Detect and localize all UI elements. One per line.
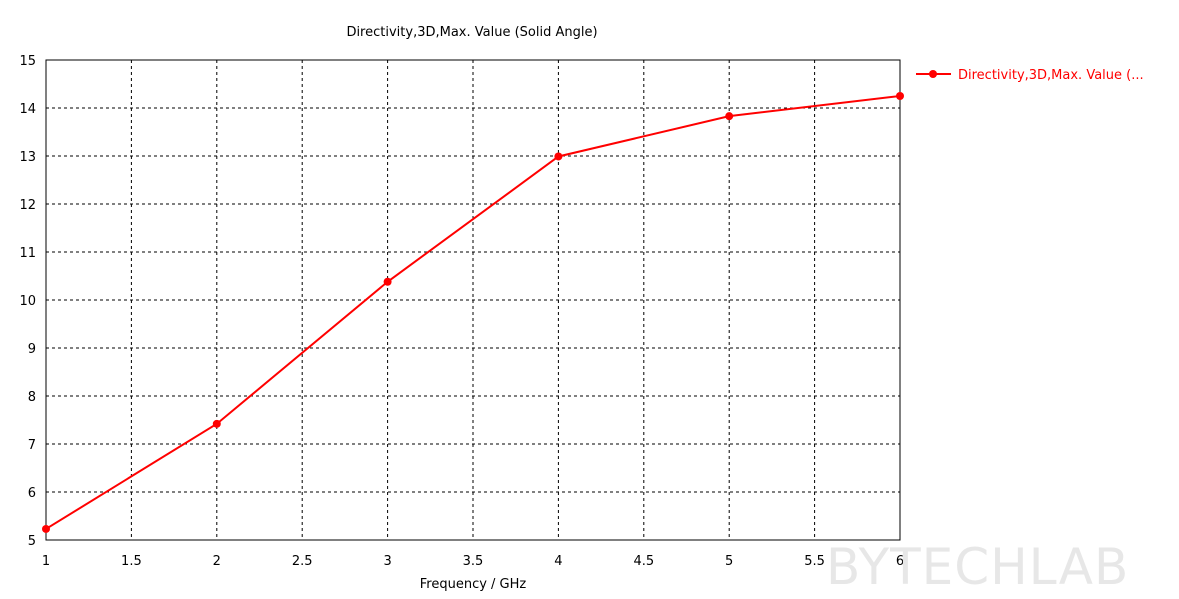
y-tick-label: 10: [19, 294, 36, 309]
data-point: [212, 419, 221, 428]
y-tick-label: 11: [19, 246, 36, 261]
x-tick-label: 5: [725, 554, 733, 569]
x-tick-labels: 1 1.5 2 2.5 3 3.5 4 4.5 5 5.5 6: [42, 554, 904, 569]
series-group: [42, 92, 904, 533]
x-tick-label: 2.5: [292, 554, 313, 569]
legend-label: Directivity,3D,Max. Value (...: [958, 68, 1144, 83]
y-tick-label: 6: [28, 486, 36, 501]
x-tick-label: 1.5: [121, 554, 142, 569]
y-tick-label: 15: [19, 54, 36, 69]
x-tick-label: 6: [896, 554, 904, 569]
watermark: BYTECHLAB: [826, 538, 1129, 596]
y-tick-label: 14: [19, 102, 36, 117]
legend-marker: [929, 70, 937, 78]
data-point: [896, 92, 904, 100]
x-tick-label: 1: [42, 554, 50, 569]
y-tick-label: 12: [19, 198, 36, 213]
data-point: [42, 524, 50, 533]
x-tick-label: 4.5: [633, 554, 654, 569]
x-tick-label: 2: [213, 554, 221, 569]
y-tick-label: 9: [28, 342, 36, 357]
x-tick-label: 3.5: [463, 554, 484, 569]
x-tick-label: 3: [383, 554, 391, 569]
grid-lines: [46, 60, 900, 540]
data-point: [554, 152, 563, 161]
plot-area-border: [45, 59, 901, 541]
x-tick-label: 5.5: [804, 554, 825, 569]
y-tick-label: 8: [28, 390, 36, 405]
data-point: [383, 277, 392, 286]
y-tick-label: 13: [19, 150, 36, 165]
series-line: [45, 95, 901, 530]
legend: Directivity,3D,Max. Value (...: [916, 68, 1144, 83]
chart-title: Directivity,3D,Max. Value (Solid Angle): [346, 25, 597, 40]
data-point: [725, 112, 734, 121]
x-tick-label: 4: [554, 554, 562, 569]
y-tick-label: 7: [28, 438, 36, 453]
y-tick-label: 5: [28, 534, 36, 549]
y-tick-labels: 5 6 7 8 9 10 11 12 13 14 15: [19, 54, 36, 549]
x-axis-label: Frequency / GHz: [420, 577, 527, 592]
